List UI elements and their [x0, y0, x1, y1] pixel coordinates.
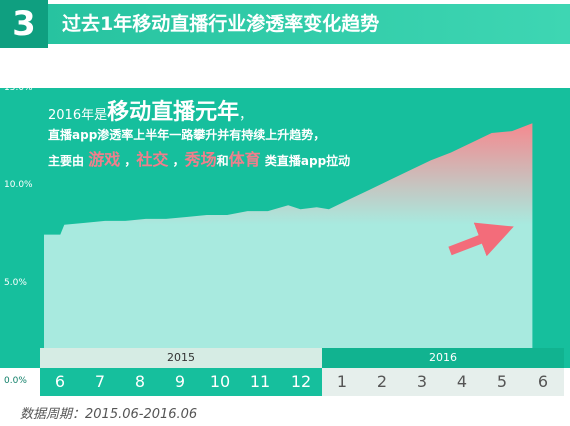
annotation-text: 主要由 [48, 154, 85, 168]
month-row-2016: 1 2 3 4 5 6 [322, 368, 564, 396]
header: 3 过去1年移动直播行业渗透率变化趋势 [0, 0, 570, 48]
highlight-games: 游戏 [88, 150, 121, 169]
x-tick-label: 5 [482, 368, 522, 396]
annotation-prefix: 2016年是 [48, 108, 108, 123]
annotation-line-3: 主要由 游戏 ，社交 ，秀场和体育 类直播app拉动 [48, 146, 350, 170]
annotation-text: 和 [216, 154, 229, 168]
section-number: 3 [0, 0, 48, 48]
annotation-emphasis: 移动直播元年 [107, 100, 240, 125]
area-series [44, 123, 533, 348]
header-bar: 过去1年移动直播行业渗透率变化趋势 [48, 4, 570, 44]
annotation-punct: ， [124, 154, 137, 168]
trend-arrow-icon [448, 222, 514, 257]
x-tick-label: 8 [120, 368, 160, 396]
year-label-2015: 2015 [40, 348, 322, 368]
annotation-punct: ， [239, 108, 253, 123]
x-tick-label: 1 [322, 368, 362, 396]
annotation-punct: ， [172, 154, 185, 168]
month-row-2015: 6 7 8 9 10 11 12 [40, 368, 322, 396]
x-tick-label: 9 [160, 368, 200, 396]
annotation-line-2: 直播app渗透率上半年一路攀升并有持续上升趋势， [48, 128, 326, 142]
data-period-note: 数据周期：2015.06-2016.06 [20, 407, 198, 422]
page-title: 过去1年移动直播行业渗透率变化趋势 [62, 13, 380, 35]
annotation-text: 类直播app拉动 [264, 154, 351, 168]
highlight-sports: 体育 [228, 150, 261, 169]
x-tick-label: 10 [200, 368, 240, 396]
y-tick-label: 0.0% [4, 376, 27, 386]
x-tick-label: 11 [240, 368, 280, 396]
x-tick-label: 2 [362, 368, 402, 396]
y-tick-label: 10.0% [4, 180, 33, 190]
y-tick-label: 5.0% [4, 278, 27, 288]
y-tick-label: 15.0% [4, 83, 33, 93]
x-tick-label: 6 [522, 368, 564, 396]
x-tick-label: 4 [442, 368, 482, 396]
annotation-line-1: 2016年是移动直播元年， [48, 94, 252, 126]
highlight-social: 社交 [136, 150, 169, 169]
year-label-2016: 2016 [322, 348, 564, 368]
highlight-showroom: 秀场 [184, 150, 217, 169]
x-tick-label: 3 [402, 368, 442, 396]
x-tick-label: 6 [40, 368, 80, 396]
x-tick-label: 12 [280, 368, 322, 396]
x-tick-label: 7 [80, 368, 120, 396]
